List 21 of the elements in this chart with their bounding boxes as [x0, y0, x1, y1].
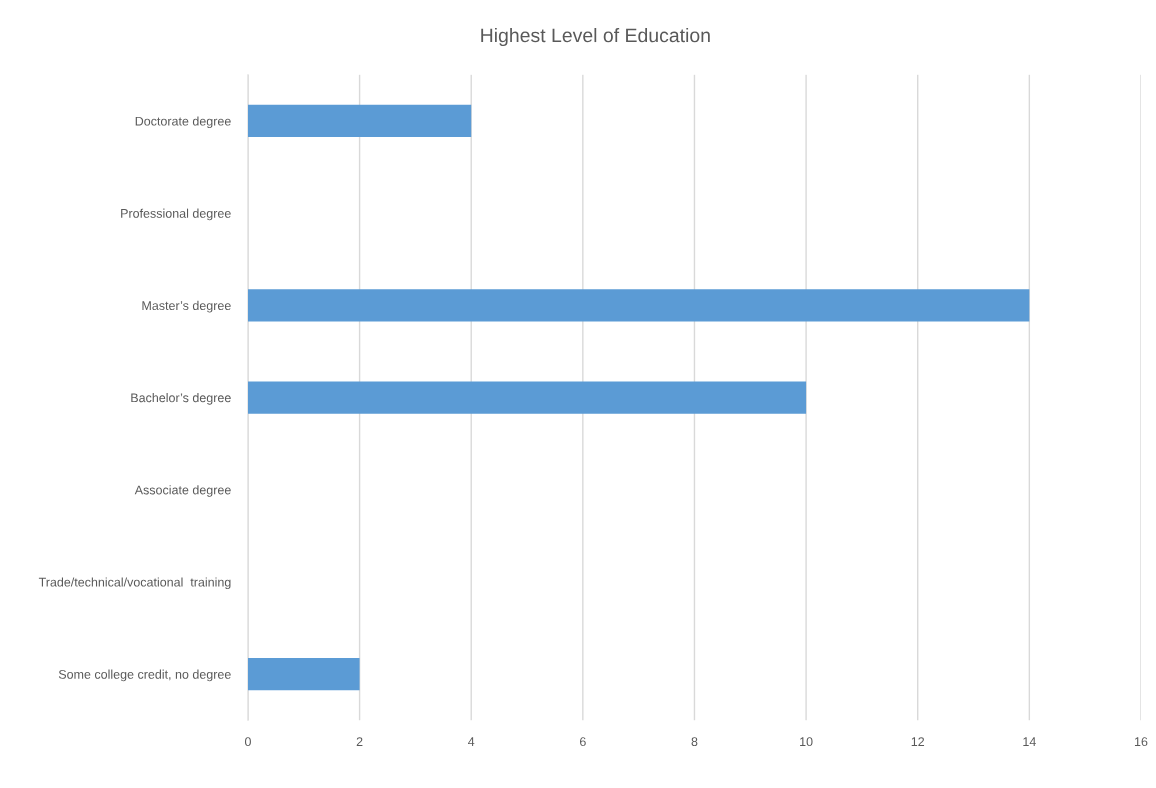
- bar: [247, 289, 1030, 322]
- x-tick-label: 2: [356, 737, 363, 746]
- y-tick-label: Some college credit, no degree: [58, 669, 231, 682]
- x-tick-label: 10: [800, 737, 813, 747]
- x-tick-label: 4: [468, 737, 475, 746]
- y-tick-label: Professional degree: [121, 208, 231, 221]
- chart-title: Highest Level of Education: [481, 27, 710, 47]
- y-tick-label: Doctorate degree: [135, 116, 231, 129]
- x-tick-label: 0: [244, 737, 251, 747]
- x-tick-label: 8: [691, 737, 698, 747]
- x-tick-label: 12: [911, 737, 925, 746]
- x-tick-label: 14: [1023, 737, 1036, 746]
- y-tick-label: Master’s degree: [142, 300, 231, 313]
- x-tick-label: 16: [1134, 737, 1148, 747]
- bar: [247, 104, 472, 138]
- y-tick-label: Bachelor’s degree: [131, 393, 231, 405]
- bar: [247, 381, 807, 414]
- bar: [247, 658, 360, 691]
- y-tick-label: Associate degree: [134, 485, 231, 497]
- y-tick-label: Trade/technical/vocational training: [38, 577, 231, 590]
- x-tick-label: 6: [580, 737, 586, 747]
